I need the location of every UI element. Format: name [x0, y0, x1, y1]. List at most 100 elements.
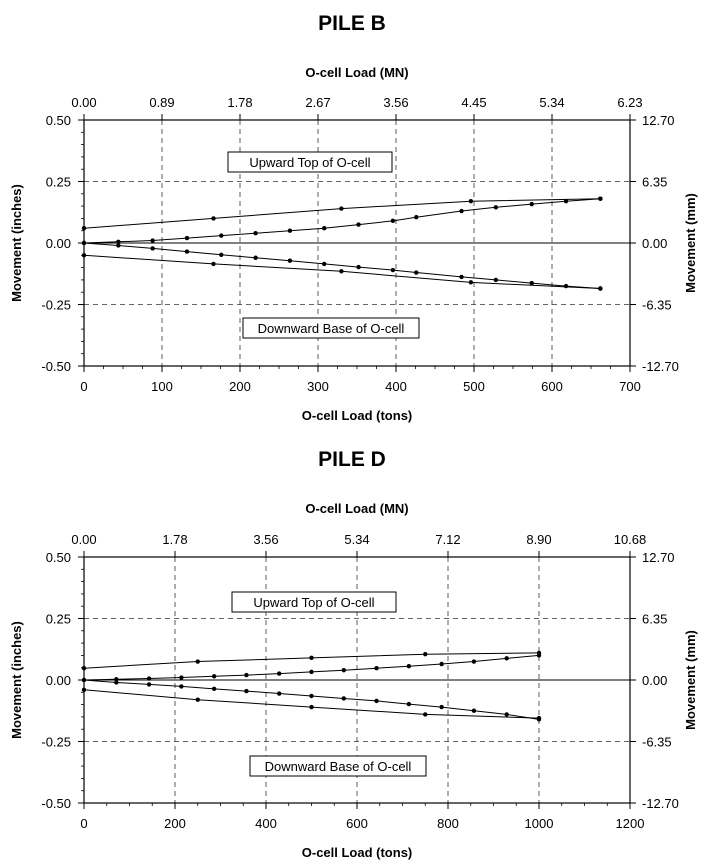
data-point	[211, 674, 217, 679]
data-point	[287, 258, 293, 263]
x-top-tick-label: 0.00	[71, 95, 96, 110]
chart-pile-d: PILE D O-cell Load (MN) O-cell Load (ton…	[9, 448, 698, 860]
y-right-tick-label: -6.35	[642, 735, 672, 750]
y-axis-right-title: Movement (mm)	[683, 193, 698, 293]
data-point	[219, 252, 224, 258]
annotation-upward-box	[227, 151, 393, 173]
data-point	[529, 280, 534, 286]
data-point	[81, 665, 87, 671]
x-top-tick-label: 0.89	[149, 95, 174, 110]
y-right-tick-label: -12.70	[642, 359, 679, 374]
x-top-tick-label: 3.56	[383, 95, 408, 110]
x-top-tick-label: 4.45	[461, 95, 486, 110]
data-point	[504, 656, 509, 661]
x-tick-label: 200	[164, 816, 186, 831]
y-tick-label: 0.25	[46, 612, 71, 627]
data-point	[309, 655, 314, 661]
data-point	[253, 230, 258, 236]
series-line	[83, 198, 601, 244]
data-point	[468, 198, 474, 204]
y-right-tick-label: 0.00	[642, 236, 667, 251]
data-point	[563, 283, 569, 289]
data-point	[468, 280, 474, 285]
data-point	[406, 701, 412, 707]
data-point	[374, 698, 379, 704]
x-axis-title: O-cell Load (tons)	[302, 408, 413, 423]
data-point	[322, 226, 327, 231]
data-point	[253, 255, 258, 260]
x-tick-label: 400	[385, 379, 407, 394]
data-point	[309, 704, 314, 710]
x-tick-label: 1000	[525, 816, 554, 831]
data-point	[339, 206, 344, 211]
y-right-tick-label: 12.70	[642, 550, 675, 565]
x-top-tick-label: 6.23	[617, 95, 642, 110]
data-point	[150, 246, 155, 251]
annotation-downward-label: Downward Base of O-cell	[265, 759, 412, 774]
x-top-tick-label: 10.68	[614, 532, 647, 547]
annotation-downward-label: Downward Base of O-cell	[258, 321, 405, 336]
data-point	[493, 205, 499, 210]
data-point	[423, 651, 428, 657]
chart-title: PILE D	[318, 448, 386, 471]
data-point	[287, 228, 293, 233]
x-tick-label: 500	[463, 379, 485, 394]
y-tick-label: -0.50	[41, 796, 71, 811]
data-point	[341, 696, 347, 701]
data-point	[81, 253, 87, 258]
data-point	[114, 677, 119, 682]
y-right-tick-label: -12.70	[642, 796, 679, 811]
data-point	[211, 261, 216, 267]
x-top-tick-label: 7.12	[435, 532, 460, 547]
data-point	[179, 675, 184, 680]
data-point	[390, 267, 396, 273]
data-point	[529, 201, 534, 207]
data-point	[504, 712, 509, 717]
y-tick-label: -0.25	[41, 298, 71, 313]
x-tick-label: 300	[307, 379, 329, 394]
data-point	[563, 198, 569, 204]
data-point	[414, 214, 419, 220]
series-line	[83, 198, 601, 229]
data-point	[276, 691, 282, 696]
data-point	[339, 269, 344, 274]
x-tick-label: 200	[229, 379, 251, 394]
x-tick-label: 800	[437, 816, 459, 831]
y-axis-title: Movement (inches)	[9, 184, 24, 302]
chart-pile-b: PILE B O-cell Load (MN) O-cell Load (ton…	[9, 12, 698, 423]
data-point	[81, 687, 87, 693]
data-point	[374, 665, 379, 671]
x-axis-top-title: O-cell Load (MN)	[305, 501, 408, 516]
data-point	[309, 693, 314, 699]
x-top-tick-label: 5.34	[344, 532, 369, 547]
data-point	[309, 669, 314, 675]
data-point	[276, 671, 282, 676]
x-tick-label: 600	[346, 816, 368, 831]
data-point	[211, 686, 217, 692]
data-point	[116, 239, 121, 244]
annotation-downward-box	[249, 755, 427, 777]
y-right-tick-label: 12.70	[642, 113, 675, 128]
data-point	[406, 664, 412, 669]
data-point	[471, 659, 477, 664]
y-tick-label: -0.50	[41, 359, 71, 374]
data-point	[536, 650, 542, 656]
data-point	[390, 218, 396, 224]
y-tick-label: 0.00	[46, 673, 71, 688]
y-axis-title: Movement (inches)	[9, 621, 24, 739]
y-right-tick-label: -6.35	[642, 298, 672, 313]
series-line	[83, 679, 540, 720]
x-tick-label: 1200	[616, 816, 645, 831]
x-top-tick-label: 1.78	[227, 95, 252, 110]
x-top-tick-label: 0.00	[71, 532, 96, 547]
data-point	[244, 672, 249, 678]
data-point	[244, 688, 249, 694]
data-point	[493, 277, 499, 283]
annotation-upward-label: Upward Top of O-cell	[249, 155, 370, 170]
x-tick-label: 400	[255, 816, 277, 831]
data-point	[81, 240, 87, 246]
data-point	[536, 715, 542, 721]
x-tick-label: 0	[80, 379, 87, 394]
x-top-tick-label: 2.67	[305, 95, 330, 110]
